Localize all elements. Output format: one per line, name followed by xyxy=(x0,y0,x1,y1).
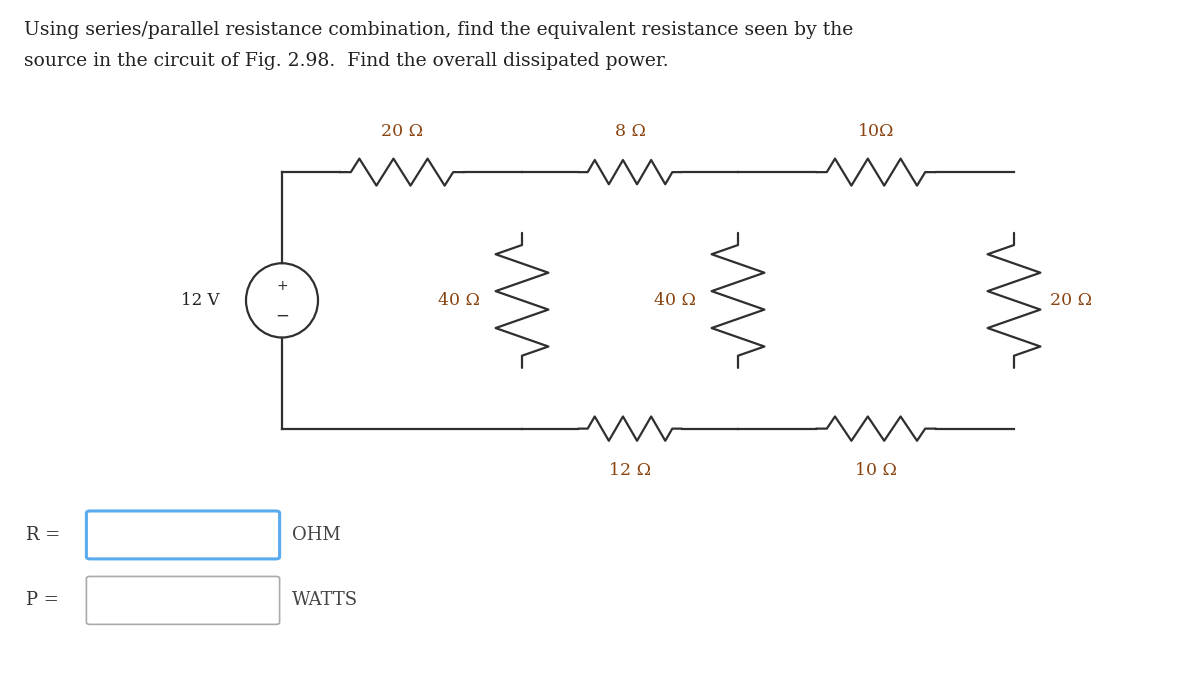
Text: 10Ω: 10Ω xyxy=(858,123,894,140)
Text: 12 Ω: 12 Ω xyxy=(610,462,650,479)
Text: OHM: OHM xyxy=(292,526,341,543)
Text: |: | xyxy=(98,527,103,543)
Text: source in the circuit of Fig. 2.98.  Find the overall dissipated power.: source in the circuit of Fig. 2.98. Find… xyxy=(24,52,668,70)
Text: 40 Ω: 40 Ω xyxy=(654,292,696,309)
Text: Using series/parallel resistance combination, find the equivalent resistance see: Using series/parallel resistance combina… xyxy=(24,22,853,39)
FancyBboxPatch shape xyxy=(86,511,280,559)
Text: +: + xyxy=(276,279,288,292)
Text: 12 V: 12 V xyxy=(181,292,220,309)
FancyBboxPatch shape xyxy=(86,576,280,624)
Text: 10 Ω: 10 Ω xyxy=(856,462,896,479)
Text: −: − xyxy=(275,306,289,324)
Text: WATTS: WATTS xyxy=(292,591,358,609)
Text: 40 Ω: 40 Ω xyxy=(438,292,480,309)
Text: R =: R = xyxy=(26,526,61,543)
Text: P =: P = xyxy=(26,591,59,609)
Text: 8 Ω: 8 Ω xyxy=(614,123,646,140)
Text: 20 Ω: 20 Ω xyxy=(380,123,422,140)
Text: 20 Ω: 20 Ω xyxy=(1050,292,1092,309)
